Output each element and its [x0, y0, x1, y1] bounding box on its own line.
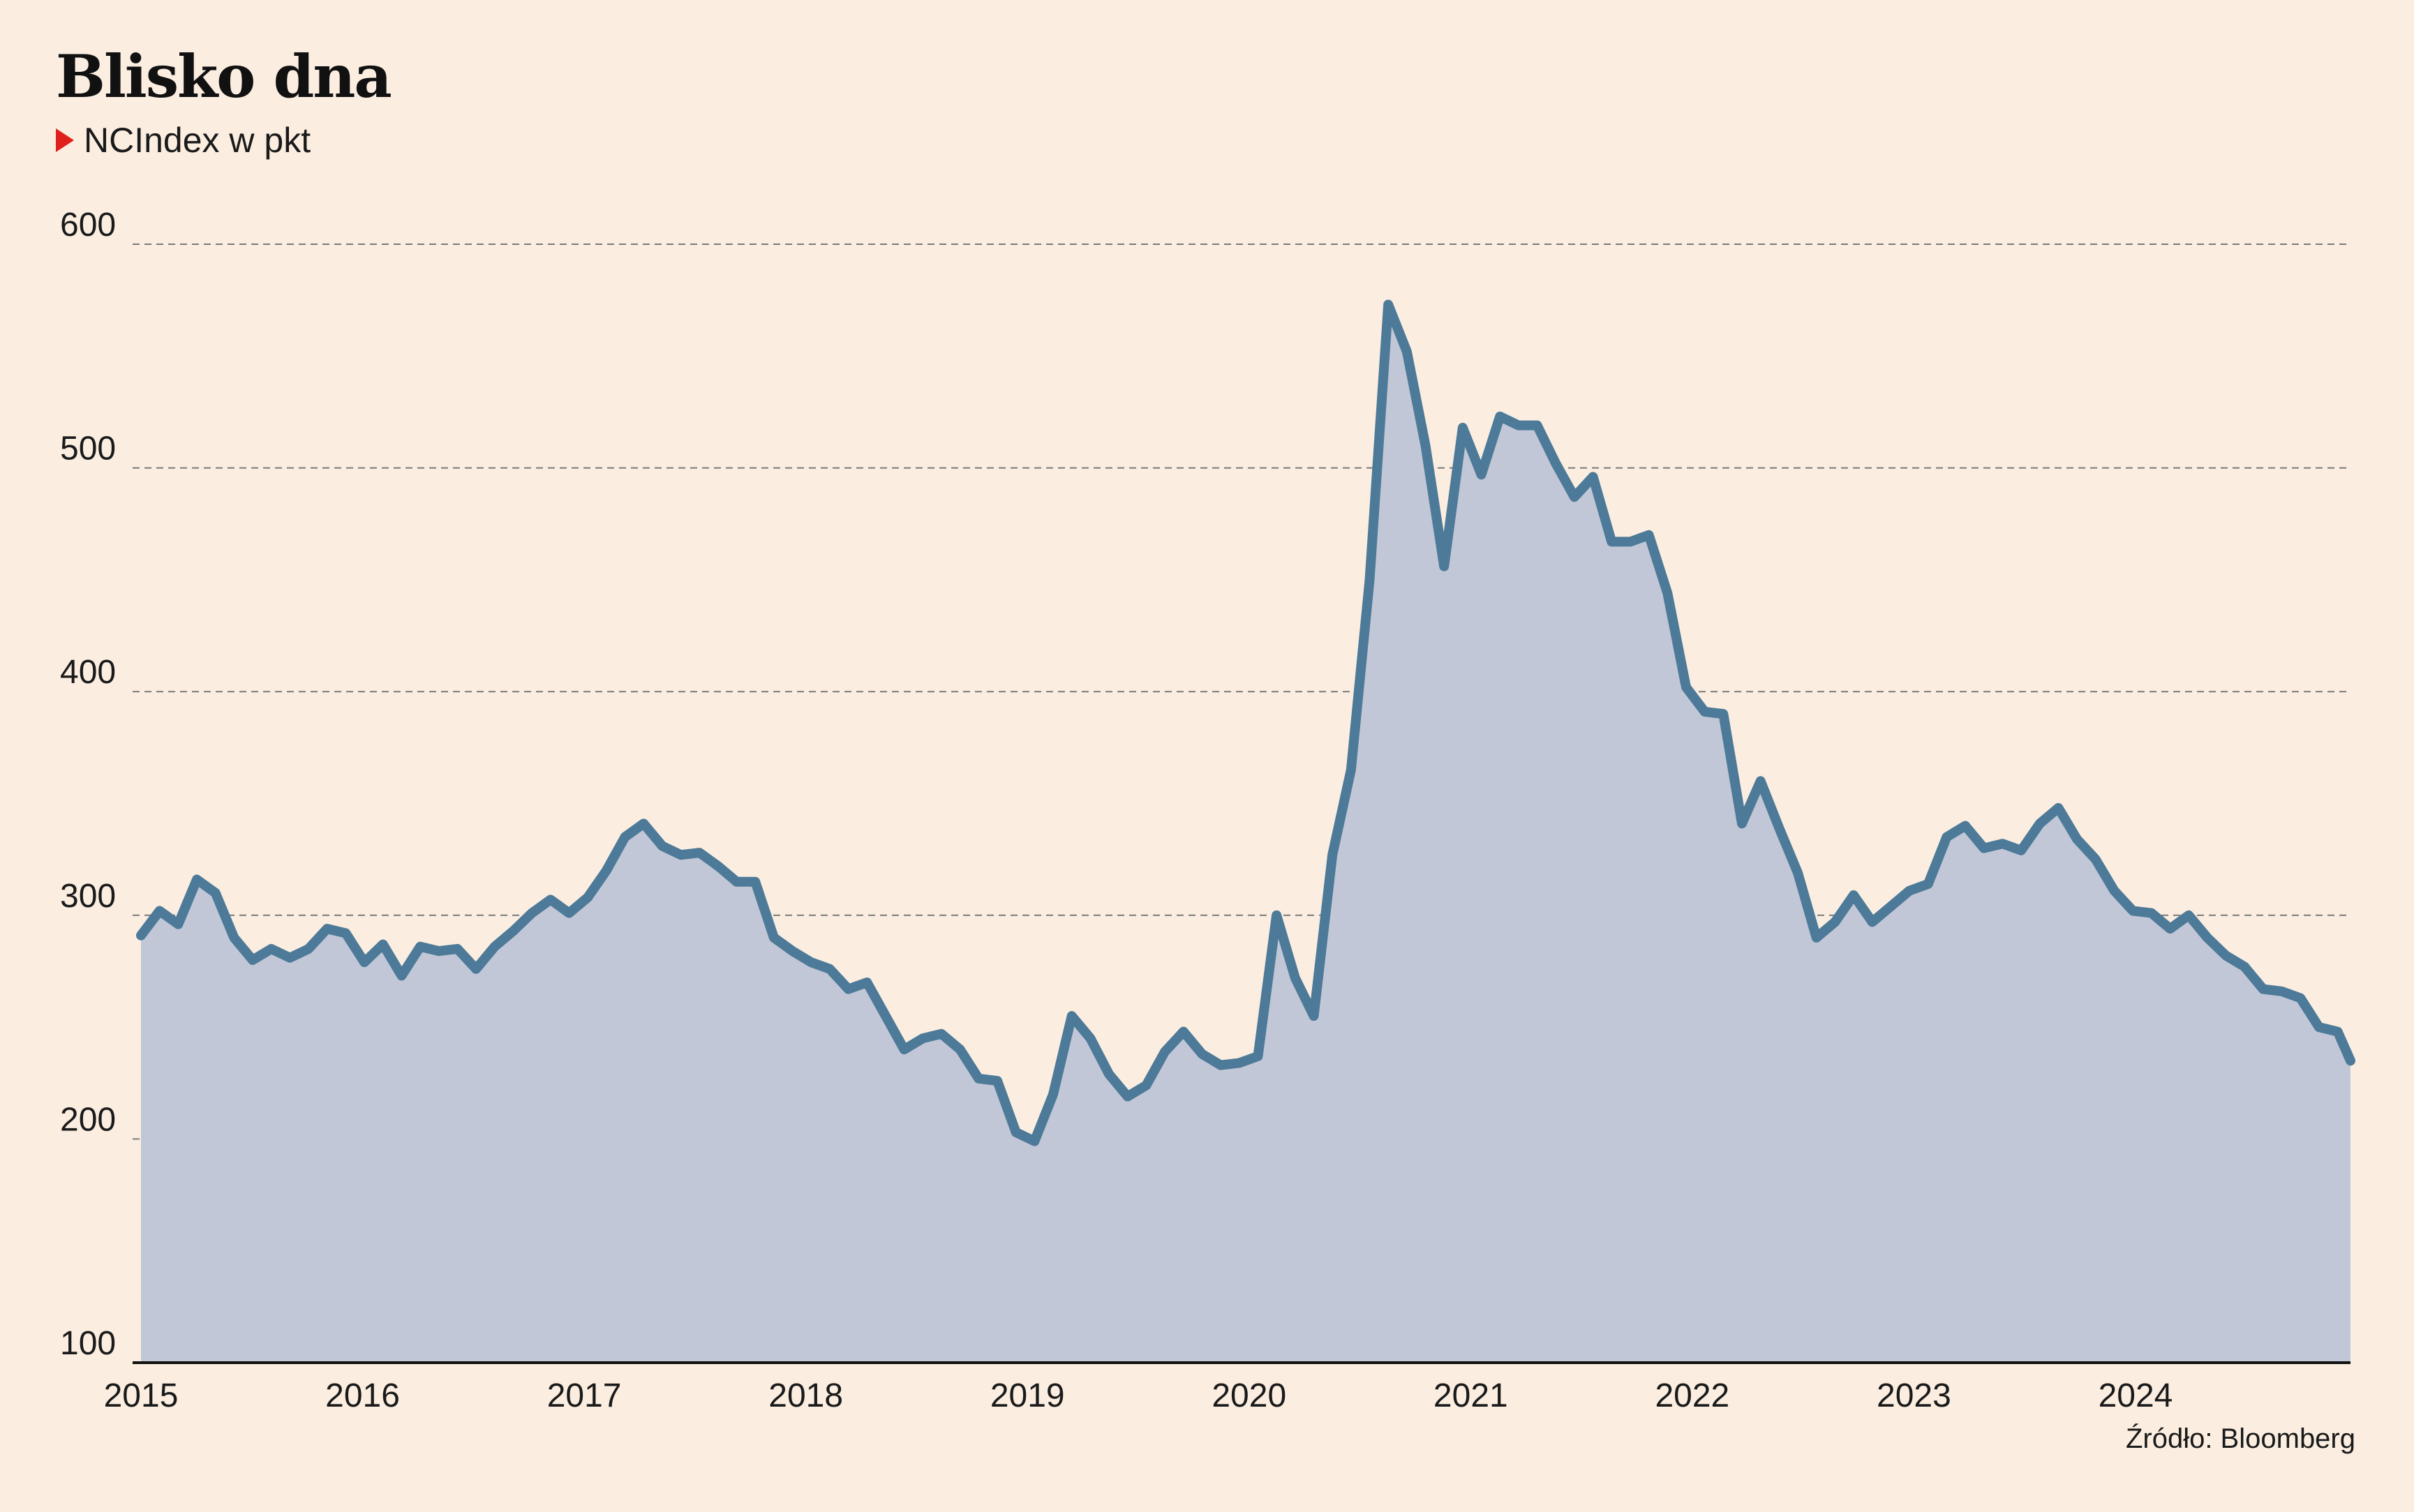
x-tick-label: 2016 — [325, 1377, 400, 1414]
y-tick-label: 300 — [60, 878, 116, 915]
chart-subtitle: NCIndex w pkt — [56, 120, 311, 160]
subtitle-text: NCIndex w pkt — [84, 121, 311, 160]
y-tick-label: 500 — [60, 431, 116, 467]
chart-title: Blisko dna — [56, 42, 392, 111]
x-tick-label: 2019 — [990, 1377, 1065, 1414]
y-tick-label: 400 — [60, 654, 116, 691]
y-tick-label: 200 — [60, 1101, 116, 1138]
label-layer: 100 200 300 400 500 600 2015 2016 2017 2018 2019 20… — [60, 207, 2173, 1414]
y-tick-label: 600 — [60, 207, 116, 244]
x-tick-label: 2018 — [768, 1377, 843, 1414]
area-fill — [141, 304, 2350, 1363]
x-tick-label: 2020 — [1212, 1377, 1286, 1414]
source-note: Źródło: Bloomberg — [2125, 1423, 2355, 1454]
x-tick-label: 2023 — [1877, 1377, 1951, 1414]
x-tick-label: 2017 — [547, 1377, 622, 1414]
x-tick-label: 2015 — [104, 1377, 179, 1414]
area-layer — [141, 304, 2350, 1363]
x-tick-label: 2022 — [1655, 1377, 1729, 1414]
x-tick-label: 2024 — [2099, 1377, 2173, 1414]
y-tick-label: 100 — [60, 1325, 116, 1362]
series-line — [136, 299, 2355, 1146]
line-layer — [136, 299, 2355, 1146]
triangle-marker-icon — [56, 128, 74, 152]
x-tick-label: 2021 — [1433, 1377, 1508, 1414]
